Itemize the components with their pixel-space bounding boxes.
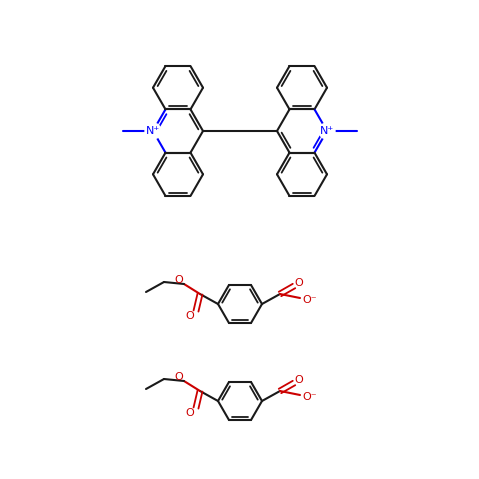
Text: N⁺: N⁺ (146, 126, 160, 136)
Text: O: O (175, 372, 183, 382)
Text: O⁻: O⁻ (303, 392, 317, 402)
Text: O: O (186, 311, 194, 321)
Text: N⁺: N⁺ (320, 126, 334, 136)
Text: O: O (186, 408, 194, 418)
Text: O: O (175, 275, 183, 285)
Text: O: O (295, 375, 303, 385)
Circle shape (145, 123, 161, 139)
Text: O: O (295, 278, 303, 288)
Text: O⁻: O⁻ (303, 295, 317, 305)
Circle shape (319, 123, 335, 139)
